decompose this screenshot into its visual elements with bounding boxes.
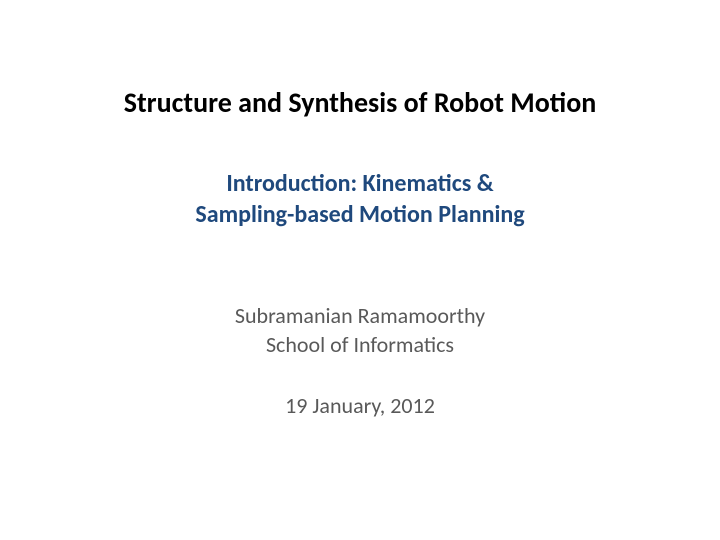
subtitle-line-2: Sampling-based Motion Planning (195, 200, 524, 229)
affiliation: School of Informatics (266, 331, 454, 358)
subtitle: Introduction: Kinematics & Sampling-base… (195, 168, 524, 230)
subtitle-line-1: Introduction: Kinematics & (226, 169, 493, 198)
author-info: Subramanian Ramamoorthy School of Inform… (235, 302, 485, 359)
slide-date: 19 January, 2012 (285, 392, 435, 419)
slide-container: Structure and Synthesis of Robot Motion … (0, 0, 720, 540)
author-name: Subramanian Ramamoorthy (235, 302, 485, 329)
main-title: Structure and Synthesis of Robot Motion (124, 85, 597, 120)
